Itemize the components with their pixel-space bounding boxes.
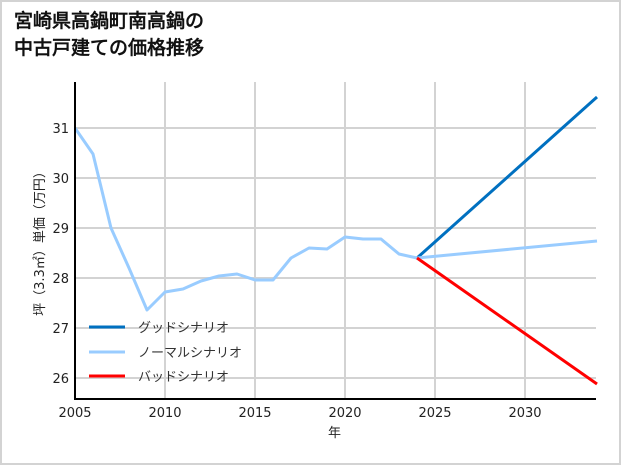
y-tick-label: 31 — [52, 122, 69, 137]
x-tick-label: 2005 — [58, 406, 91, 421]
y-tick-label: 27 — [52, 322, 69, 337]
series-line — [73, 127, 598, 312]
title-line-1: 宮崎県高鍋町南高鍋の — [14, 10, 205, 32]
x-tick-label: 2010 — [148, 406, 181, 421]
series-line — [415, 95, 599, 260]
chart-title: 宮崎県高鍋町南高鍋の 中古戸建ての価格推移 — [14, 8, 204, 62]
legend-label: グッドシナリオ — [138, 321, 229, 336]
y-tick-label: 26 — [52, 372, 69, 387]
y-axis-label: 坪（3.3㎡）単価（万円） — [32, 165, 48, 316]
x-tick-label: 2030 — [508, 406, 541, 421]
title-line-2: 中古戸建ての価格推移 — [14, 37, 205, 59]
y-tick-label: 28 — [52, 272, 69, 287]
x-tick-label: 2015 — [238, 406, 271, 421]
y-tick-label: 29 — [52, 222, 69, 237]
legend-label: ノーマルシナリオ — [138, 346, 242, 361]
series-line — [416, 256, 598, 386]
x-tick-label: 2020 — [328, 406, 361, 421]
y-tick-label: 30 — [52, 172, 69, 187]
legend-label: バッドシナリオ — [138, 370, 229, 385]
x-axis-label: 年 — [328, 426, 341, 441]
x-tick-label: 2025 — [418, 406, 451, 421]
